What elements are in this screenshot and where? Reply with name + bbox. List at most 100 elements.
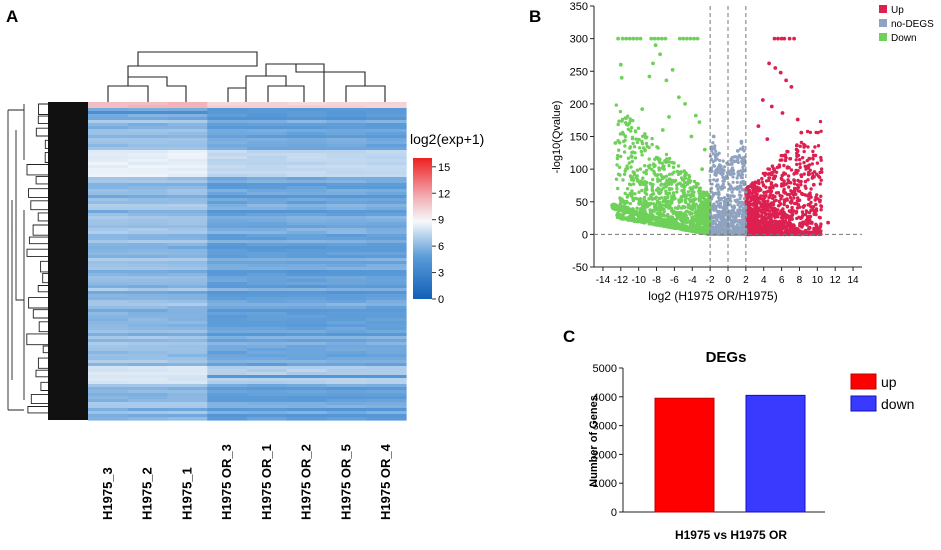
up-point: [792, 201, 797, 206]
heatmap-cell: [88, 276, 129, 280]
heatmap-cell: [366, 363, 407, 367]
down-point: [645, 144, 649, 149]
up-point: [781, 207, 785, 211]
no-degs-point: [711, 134, 716, 139]
no-degs-point: [712, 178, 716, 182]
down-point: [630, 178, 634, 182]
heatmap-cell: [207, 306, 248, 310]
up-point: [759, 220, 763, 224]
up-point: [779, 231, 783, 235]
up-point: [761, 216, 766, 221]
down-point: [700, 192, 704, 196]
heatmap-cell: [326, 204, 367, 208]
up-point: [757, 200, 761, 204]
volcano-x-tick-label: -8: [652, 275, 661, 286]
no-degs-point: [718, 185, 722, 189]
up-point: [768, 185, 773, 189]
heatmap-cell: [326, 402, 367, 406]
heatmap-cell: [326, 192, 367, 196]
heatmap-cell: [207, 219, 248, 223]
up-point: [814, 209, 819, 213]
heatmap-cell: [167, 366, 208, 370]
heatmap-cell: [167, 222, 208, 226]
heatmap-cell: [326, 153, 367, 157]
heatmap-cell: [207, 375, 248, 379]
up-point: [777, 163, 781, 167]
heatmap-cell: [247, 270, 288, 274]
heatmap-cell: [127, 306, 169, 310]
up-point: [798, 165, 802, 170]
heatmap-cell: [88, 219, 129, 223]
heatmap-cell: [127, 393, 169, 397]
down-point: [618, 213, 622, 217]
heatmap-cell: [366, 219, 407, 223]
heatmap-cell: [326, 108, 367, 112]
heatmap-cell: [167, 291, 208, 295]
up-point: [811, 157, 815, 161]
no-degs-point: [728, 187, 732, 191]
heatmap-cell: [167, 171, 208, 175]
heatmap-cell: [326, 315, 367, 319]
down-point: [652, 171, 656, 175]
heatmap-cell: [366, 156, 407, 160]
heatmap-cell: [127, 258, 169, 262]
up-point: [756, 224, 760, 228]
heatmap-cell: [127, 168, 169, 172]
heatmap-cell: [366, 135, 407, 139]
heatmap-cell: [127, 336, 169, 340]
down-point: [692, 36, 696, 41]
down-point: [619, 154, 623, 159]
heatmap-cell: [247, 219, 288, 223]
heatmap-cell: [247, 366, 288, 370]
heatmap-cell: [326, 225, 367, 229]
no-degs-point: [715, 226, 719, 230]
heatmap-grid: [88, 102, 407, 421]
up-point: [760, 203, 765, 207]
heatmap-cell: [167, 345, 208, 349]
heatmap-cell: [207, 138, 248, 142]
heatmap-cell: [286, 303, 328, 307]
heatmap-cell: [88, 261, 129, 265]
no-degs-point: [738, 197, 742, 201]
heatmap-cell: [247, 114, 288, 118]
no-degs-point: [741, 222, 746, 226]
down-point: [625, 209, 629, 214]
heatmap-cell: [326, 234, 367, 238]
no-degs-point: [741, 145, 745, 149]
down-point: [675, 211, 680, 215]
heatmap-cell: [366, 381, 407, 385]
down-point: [647, 166, 651, 170]
heatmap-cell: [286, 108, 328, 112]
heatmap-cell: [366, 366, 407, 370]
up-point: [775, 184, 779, 188]
volcano-x-tick-label: 0: [725, 275, 731, 286]
heatmap-cell: [127, 378, 169, 382]
down-point: [665, 159, 670, 164]
heatmap-cell: [207, 228, 248, 232]
down-point: [670, 160, 675, 165]
down-point: [656, 200, 661, 205]
down-point: [703, 223, 707, 227]
heatmap-cell: [286, 336, 328, 340]
down-point: [623, 199, 627, 204]
heatmap-cell: [167, 111, 208, 115]
up-point: [753, 205, 757, 210]
down-point: [695, 225, 699, 229]
no-degs-point: [734, 200, 739, 204]
heatmap-cell: [326, 186, 367, 190]
up-point: [814, 172, 819, 176]
down-point: [679, 170, 683, 174]
up-point: [753, 213, 757, 217]
heatmap-cell: [207, 189, 248, 193]
heatmap-cell: [366, 378, 407, 382]
up-point: [826, 220, 830, 225]
up-point: [815, 161, 820, 165]
heatmap-cell: [366, 207, 407, 211]
heatmap-cell: [366, 165, 407, 169]
heatmap-column-label: H1975_3: [100, 467, 115, 520]
no-degs-point: [711, 141, 715, 145]
heatmap-cell: [88, 360, 129, 364]
heatmap-cell: [366, 414, 407, 418]
